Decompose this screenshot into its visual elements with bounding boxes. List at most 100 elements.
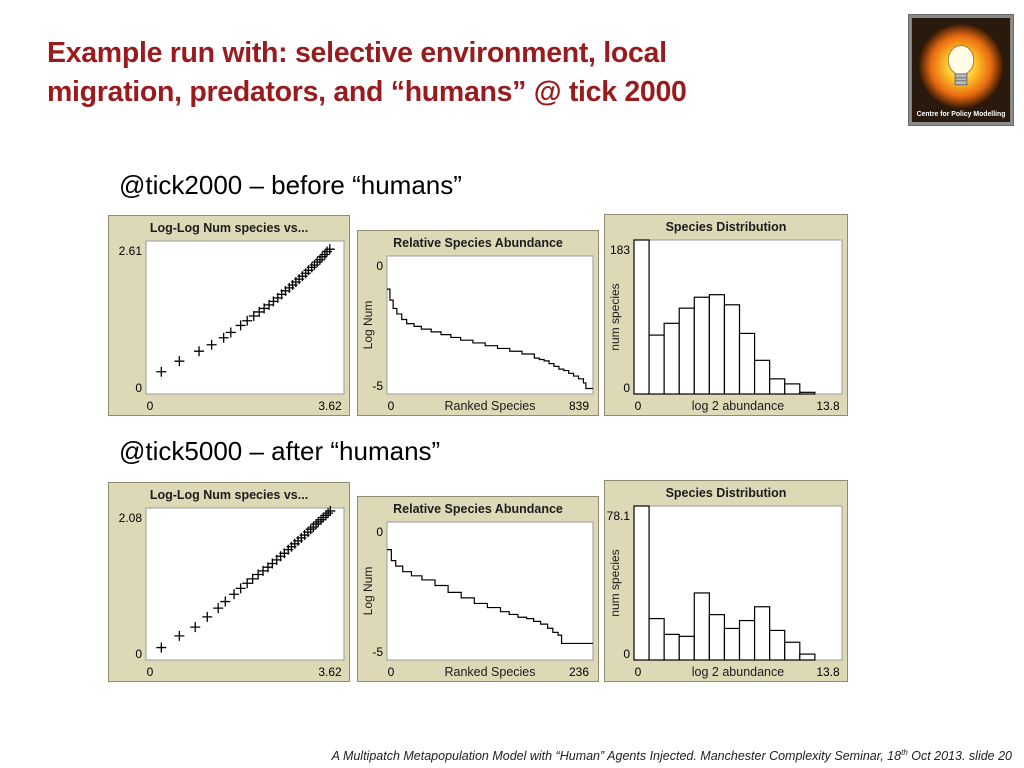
series-line [387,549,593,645]
scatter-point [248,311,259,322]
scatter-point [174,630,185,641]
footer-rest: Oct 2013. slide 20 [907,749,1012,764]
scatter-point [229,589,240,600]
x-axis-label: log 2 abundance [692,665,784,679]
plot-area [145,507,345,661]
bar [693,296,710,395]
bar [738,619,756,661]
scatter-point [174,356,185,367]
y-tick-label: 183 [610,243,630,257]
bar [753,606,771,661]
plot-area [145,240,345,395]
section-heading-before: @tick2000 – before “humans” [119,170,462,200]
bar [648,334,665,395]
x-tick-label: 0 [388,665,395,679]
y-tick-label: 0 [376,259,383,273]
plot-loglog-tick5000: Log-Log Num species vs... 0 2.08 0 3.62 [108,482,350,682]
scatter-points [156,244,335,377]
scatter-point [194,346,205,357]
x-tick-label: 0 [635,665,642,679]
bar [648,617,665,661]
bars [633,239,816,395]
y-tick-label: -5 [372,645,383,659]
y-tick-label: 0 [623,647,630,661]
y-tick-label: -5 [372,379,383,393]
slide-footer: A Multipatch Metapopulation Model with “… [332,748,1012,763]
section-heading-after: @tick5000 – after “humans” [119,436,441,466]
bar [769,629,786,661]
footer-sup: th [901,748,908,757]
y-tick-label: 2.61 [119,244,143,258]
plot-area [386,255,594,395]
scatter-point [247,573,258,584]
bar [784,641,801,661]
scatter-point [325,505,336,516]
bar [784,383,801,395]
slide-title-line-2: migration, predators, and “humans” @ tic… [47,76,687,108]
scatter-point [225,327,236,338]
bar [799,391,816,395]
x-axis-label: log 2 abundance [692,399,784,413]
x-tick-label: 0 [147,399,154,413]
bar [678,635,695,661]
scatter-point [242,578,253,589]
plot-rsa-tick2000: Relative Species Abundance 0 -5 0 839 Ranked … [357,230,599,416]
x-tick-label: 13.8 [816,665,840,679]
scatter-point [320,510,331,521]
y-tick-label: 2.08 [119,511,143,525]
scatter-point [311,519,322,530]
x-axis-label: Ranked Species [444,399,535,413]
y-axis-label: Log Num [361,567,375,616]
scatter-point [323,508,334,519]
scatter-point [220,596,231,607]
plot-area [386,521,594,661]
chart-title: Relative Species Abundance [393,236,563,250]
plot-distribution-tick5000: Species Distribution 0 78.1 0 13.8 log 2 abun… [604,480,848,682]
x-tick-label: 0 [635,399,642,413]
y-tick-label: 0 [623,381,630,395]
chart-title: Log-Log Num species vs... [150,221,308,235]
scatter-point [202,611,213,622]
y-tick-label: 0 [135,647,142,661]
bar [723,304,741,395]
bar [693,592,710,661]
y-axis-label: num species [608,283,622,350]
y-tick-label: 78.1 [607,509,631,523]
x-tick-label: 13.8 [816,399,840,413]
plot-distribution-tick2000: Species Distribution 0 183 0 13.8 log 2 abund… [604,214,848,416]
bar [799,653,816,661]
scatter-point [156,642,167,653]
x-axis-label: Ranked Species [444,665,535,679]
plot-loglog-tick2000: Log-Log Num species vs... 0 2.61 0 3.62 [108,215,350,416]
bar [678,307,695,395]
bar [723,627,741,661]
footer-main: A Multipatch Metapopulation Model with “… [331,749,902,764]
scatter-point [190,622,201,633]
x-tick-label: 0 [388,399,395,413]
bar [633,239,650,395]
chart-title: Species Distribution [666,486,787,500]
y-tick-label: 0 [135,381,142,395]
scatter-point [206,339,217,350]
chart-title: Log-Log Num species vs... [150,488,308,502]
bar [663,633,680,661]
chart-title: Species Distribution [666,220,787,234]
bar [738,332,756,395]
logo-text: Centre for Policy Modelling [917,111,1006,118]
bar [708,614,726,661]
scatter-point [242,315,253,326]
bar [633,505,650,661]
scatter-point [235,583,246,594]
scatter-point [316,514,327,525]
plot-rsa-tick5000: Relative Species Abundance 0 -5 0 236 Ranked … [357,496,599,682]
y-axis-label: num species [608,549,622,616]
x-tick-label: 0 [147,665,154,679]
scatter-points [156,505,336,653]
chart-title: Relative Species Abundance [393,502,563,516]
bar [708,294,726,395]
x-tick-label: 3.62 [318,399,342,413]
scatter-point [324,244,335,255]
scatter-point [218,332,229,343]
y-tick-label: 0 [376,525,383,539]
bar [753,359,771,395]
